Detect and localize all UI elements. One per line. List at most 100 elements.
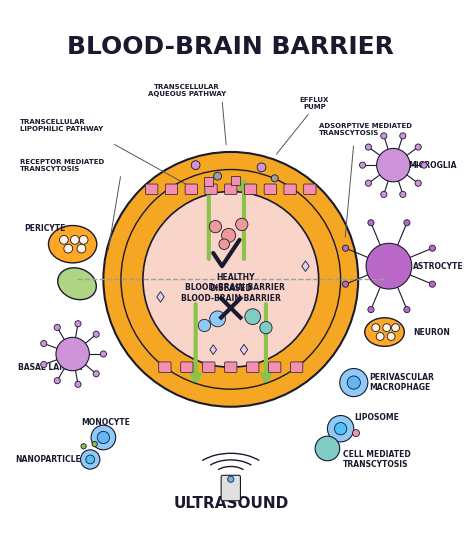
Polygon shape	[204, 177, 213, 186]
Text: LIPOSOME: LIPOSOME	[354, 413, 399, 422]
FancyBboxPatch shape	[246, 362, 259, 373]
Polygon shape	[210, 345, 217, 354]
Circle shape	[219, 239, 229, 249]
Circle shape	[92, 441, 97, 447]
Circle shape	[400, 133, 406, 139]
Text: TRANSCELLULAR
AQUEOUS PATHWAY: TRANSCELLULAR AQUEOUS PATHWAY	[148, 84, 226, 97]
Circle shape	[77, 244, 86, 253]
Circle shape	[404, 220, 410, 226]
Circle shape	[260, 321, 272, 334]
Text: ULTRASOUND: ULTRASOUND	[173, 496, 288, 511]
Circle shape	[209, 221, 221, 233]
Circle shape	[143, 191, 319, 367]
Polygon shape	[302, 261, 309, 271]
Circle shape	[400, 191, 406, 197]
Circle shape	[271, 175, 278, 182]
Polygon shape	[240, 344, 247, 355]
Text: PERIVASCULAR
MACROPHAGE: PERIVASCULAR MACROPHAGE	[369, 373, 434, 392]
Circle shape	[347, 376, 360, 389]
Circle shape	[191, 161, 200, 169]
Circle shape	[359, 162, 365, 168]
Circle shape	[75, 381, 81, 387]
Circle shape	[100, 351, 107, 357]
Circle shape	[421, 162, 427, 168]
Circle shape	[429, 245, 436, 251]
Circle shape	[392, 324, 400, 332]
FancyBboxPatch shape	[304, 184, 316, 195]
Text: RECEPTOR MEDIATED
TRANSCYTOSIS: RECEPTOR MEDIATED TRANSCYTOSIS	[20, 159, 104, 172]
Polygon shape	[231, 176, 239, 185]
Text: NEURON: NEURON	[413, 328, 450, 336]
Circle shape	[415, 180, 421, 186]
Circle shape	[257, 163, 266, 172]
Circle shape	[342, 245, 348, 251]
Circle shape	[236, 219, 248, 231]
Text: BLOOD-BRAIN BARRIER: BLOOD-BRAIN BARRIER	[67, 35, 394, 59]
FancyBboxPatch shape	[221, 475, 240, 500]
Circle shape	[340, 368, 368, 397]
Ellipse shape	[365, 318, 404, 346]
Circle shape	[228, 476, 234, 482]
Polygon shape	[157, 292, 164, 302]
Text: NANOPARTICLE: NANOPARTICLE	[16, 455, 82, 464]
FancyBboxPatch shape	[159, 362, 171, 373]
FancyBboxPatch shape	[269, 362, 281, 373]
Text: ASTROCYTE: ASTROCYTE	[413, 262, 464, 271]
Circle shape	[71, 236, 79, 244]
Circle shape	[372, 324, 380, 332]
Circle shape	[221, 228, 236, 243]
Circle shape	[41, 341, 47, 346]
Circle shape	[41, 361, 47, 368]
FancyBboxPatch shape	[291, 362, 303, 373]
FancyBboxPatch shape	[264, 184, 276, 195]
Circle shape	[366, 244, 412, 289]
Circle shape	[210, 311, 226, 327]
Circle shape	[342, 281, 348, 287]
FancyBboxPatch shape	[205, 184, 217, 195]
Circle shape	[86, 455, 95, 464]
Circle shape	[328, 416, 354, 442]
FancyBboxPatch shape	[185, 184, 197, 195]
Circle shape	[81, 450, 100, 469]
Text: MONOCYTE: MONOCYTE	[82, 418, 130, 426]
Text: PERICYTE: PERICYTE	[24, 224, 66, 233]
Circle shape	[368, 306, 374, 313]
Circle shape	[383, 324, 391, 332]
Circle shape	[93, 371, 99, 377]
Circle shape	[335, 423, 347, 435]
Circle shape	[54, 377, 60, 384]
FancyBboxPatch shape	[146, 184, 158, 195]
Text: DISEASED
BLOOD-BRAIN BARRIER: DISEASED BLOOD-BRAIN BARRIER	[181, 284, 281, 303]
Circle shape	[381, 191, 387, 197]
FancyBboxPatch shape	[284, 184, 296, 195]
FancyBboxPatch shape	[225, 184, 237, 195]
Circle shape	[245, 309, 261, 325]
Text: EFFLUX
PUMP: EFFLUX PUMP	[300, 97, 329, 110]
Circle shape	[315, 436, 340, 461]
Text: CELL MEDIATED
TRANSCYTOSIS: CELL MEDIATED TRANSCYTOSIS	[343, 450, 410, 469]
Text: ADSORPTIVE MEDIATED
TRANSCYTOSIS: ADSORPTIVE MEDIATED TRANSCYTOSIS	[319, 124, 411, 136]
Circle shape	[79, 236, 88, 244]
Circle shape	[198, 319, 210, 332]
Circle shape	[214, 172, 221, 180]
Circle shape	[59, 236, 68, 244]
FancyBboxPatch shape	[181, 362, 193, 373]
Text: HEALTHY
BLOOD-BRAIN BARRIER: HEALTHY BLOOD-BRAIN BARRIER	[185, 273, 285, 292]
Circle shape	[376, 333, 384, 341]
Circle shape	[97, 431, 109, 443]
FancyBboxPatch shape	[245, 184, 257, 195]
Circle shape	[368, 220, 374, 226]
Circle shape	[377, 148, 410, 182]
Text: MICROGLIA: MICROGLIA	[409, 160, 457, 169]
Circle shape	[56, 337, 89, 371]
Text: BASAL LAMINA: BASAL LAMINA	[18, 362, 82, 372]
Ellipse shape	[48, 225, 97, 263]
Circle shape	[75, 321, 81, 327]
Ellipse shape	[58, 268, 96, 300]
Circle shape	[365, 144, 372, 150]
Circle shape	[387, 333, 395, 341]
Circle shape	[81, 443, 86, 449]
FancyBboxPatch shape	[203, 362, 215, 373]
Circle shape	[415, 144, 421, 150]
FancyBboxPatch shape	[165, 184, 178, 195]
